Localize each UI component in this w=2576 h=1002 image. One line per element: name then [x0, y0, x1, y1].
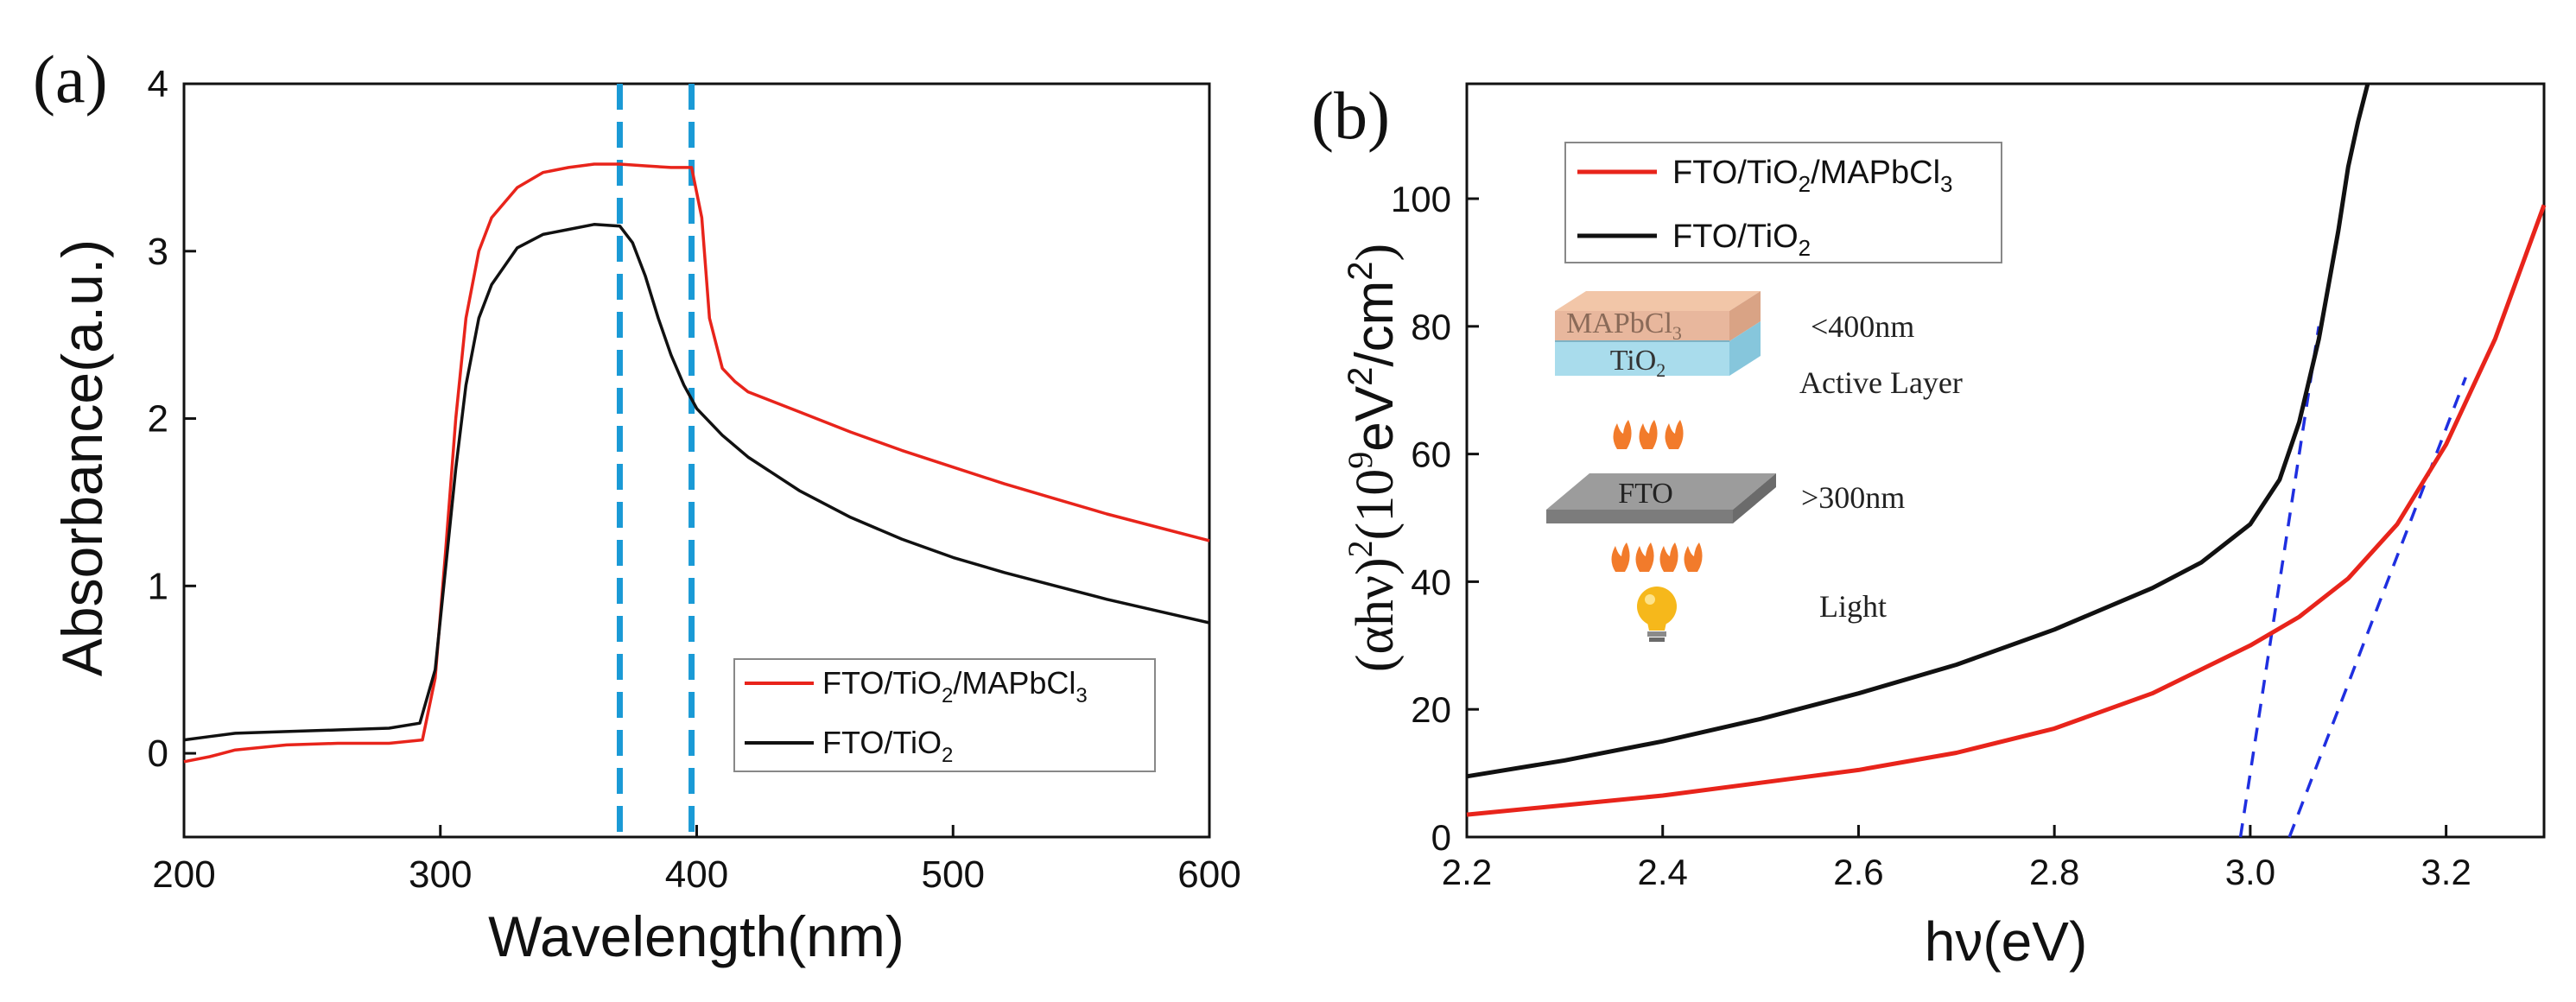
active-layer-label: Active Layer	[1799, 365, 1963, 400]
panel-b-fit-lines	[2238, 326, 2467, 838]
panel-a-x-tick-label: 600	[1177, 853, 1240, 896]
flame-icon	[1639, 420, 1658, 449]
panel-b-y-tick-label: 60	[1411, 434, 1451, 475]
panel-a-y-axis-label: Absorbance(a.u.)	[50, 239, 114, 676]
panel-b-plot-frame	[1465, 82, 2546, 839]
flame-icon	[1665, 420, 1684, 449]
panel-b-y-axis-label: (αhν)2(109eV2/cm2)	[1341, 244, 1405, 672]
panel-a-legend-label-red: FTO/TiO2/MAPbCl3	[822, 665, 1088, 707]
panel-a-y-tick-label: 1	[148, 565, 168, 607]
panel-a-reference-lines	[616, 84, 695, 837]
panel-b-legend: FTO/TiO2/MAPbCl3 FTO/TiO2	[1564, 142, 2002, 263]
panel-a-x-axis-label: Wavelength(nm)	[488, 904, 904, 968]
light-bulb-icon	[1637, 587, 1677, 642]
tio2-layer-front	[1555, 341, 1729, 376]
panel-a-series	[183, 162, 1210, 764]
panel-b-y-tick-label: 100	[1391, 179, 1451, 219]
panel-b-tauc-fit-line	[2287, 377, 2467, 838]
panel-b-x-tick-label: 2.6	[1833, 852, 1883, 892]
wavelength-lt400-label: <400nm	[1811, 309, 1914, 344]
panel-b-x-tick-label: 2.2	[1442, 852, 1492, 892]
panel-a-ticks: 200 300 400 500 600 0 1 2 3 4	[148, 63, 1241, 896]
mapbcl3-layer-front	[1555, 311, 1729, 341]
fto-label: FTO	[1618, 478, 1673, 510]
panel-b-legend-box	[1564, 142, 2002, 263]
panel-a-legend-label-black: FTO/TiO2	[822, 725, 953, 767]
panel-a-legend: FTO/TiO2/MAPbCl3 FTO/TiO2	[733, 658, 1156, 772]
panel-b-legend-label-red: FTO/TiO2/MAPbCl3	[1672, 155, 1953, 197]
panel-b-x-tick-label: 3.2	[2421, 852, 2471, 892]
panel-b-y-tick-label: 0	[1431, 817, 1451, 858]
panel-b-label: (b)	[1311, 78, 1390, 153]
panel-b-x-axis-label: hν(eV)	[1925, 910, 2088, 973]
mapbcl3-layer-top	[1555, 291, 1761, 311]
mapbcl3-label: MAPbCl3	[1566, 308, 1682, 344]
panel-a-legend-box	[733, 658, 1156, 772]
transmitted-light-flames	[1613, 420, 1684, 449]
flame-icon	[1659, 542, 1678, 572]
panel-b-y-tick-label: 80	[1411, 307, 1451, 347]
panel-b-series	[1466, 83, 2547, 817]
light-label: Light	[1819, 589, 1887, 624]
panel-a-x-tick-label: 500	[922, 853, 985, 896]
fto-layer-top	[1546, 473, 1776, 510]
panel-a-label: (a)	[33, 41, 108, 117]
flame-icon	[1613, 420, 1632, 449]
panel-a-y-tick-label: 0	[148, 732, 168, 775]
panel-a-x-tick-label: 200	[152, 853, 215, 896]
fto-layer-side	[1733, 473, 1776, 523]
incident-light-flames	[1611, 542, 1703, 572]
panel-b-tauc-fit-line	[2238, 326, 2320, 838]
device-schematic: MAPbCl3 TiO2 <400nm Active Layer FTO >30…	[1546, 291, 1963, 642]
fto-layer-front	[1546, 510, 1733, 523]
panel-b: (b) 2.2 2.4 2.6 2.8 3.0 3.2 0 20 40 60 80 100 hν(eV…	[1311, 78, 2547, 973]
panel-b-y-tick-label: 20	[1411, 689, 1451, 730]
panel-b-x-tick-label: 2.8	[2029, 852, 2079, 892]
tio2-layer-side	[1729, 321, 1761, 376]
wavelength-gt300-label: >300nm	[1801, 480, 1905, 515]
panel-b-x-tick-label: 3.0	[2225, 852, 2275, 892]
panel-a-series-red-line	[183, 162, 1210, 764]
flame-icon	[1635, 542, 1654, 572]
panel-a-x-tick-label: 300	[409, 853, 472, 896]
panel-a-y-tick-label: 2	[148, 398, 168, 441]
panel-a-series-black-line	[183, 223, 1210, 742]
tio2-label: TiO2	[1610, 345, 1666, 381]
panel-b-y-tick-label: 40	[1411, 561, 1451, 602]
panel-b-ticks: 2.2 2.4 2.6 2.8 3.0 3.2 0 20 40 60 80 100	[1391, 179, 2471, 892]
panel-b-legend-label-black: FTO/TiO2	[1672, 219, 1811, 261]
flame-icon	[1684, 542, 1703, 572]
panel-b-series-red-line	[1466, 204, 2547, 817]
mapbcl3-layer-side	[1729, 291, 1761, 341]
panel-a-x-tick-label: 400	[665, 853, 728, 896]
panel-a-y-tick-label: 4	[148, 63, 168, 105]
panel-b-series-black-line	[1466, 83, 2370, 779]
panel-b-x-tick-label: 2.4	[1638, 852, 1688, 892]
flame-icon	[1611, 542, 1630, 572]
panel-a-y-tick-label: 3	[148, 231, 168, 273]
